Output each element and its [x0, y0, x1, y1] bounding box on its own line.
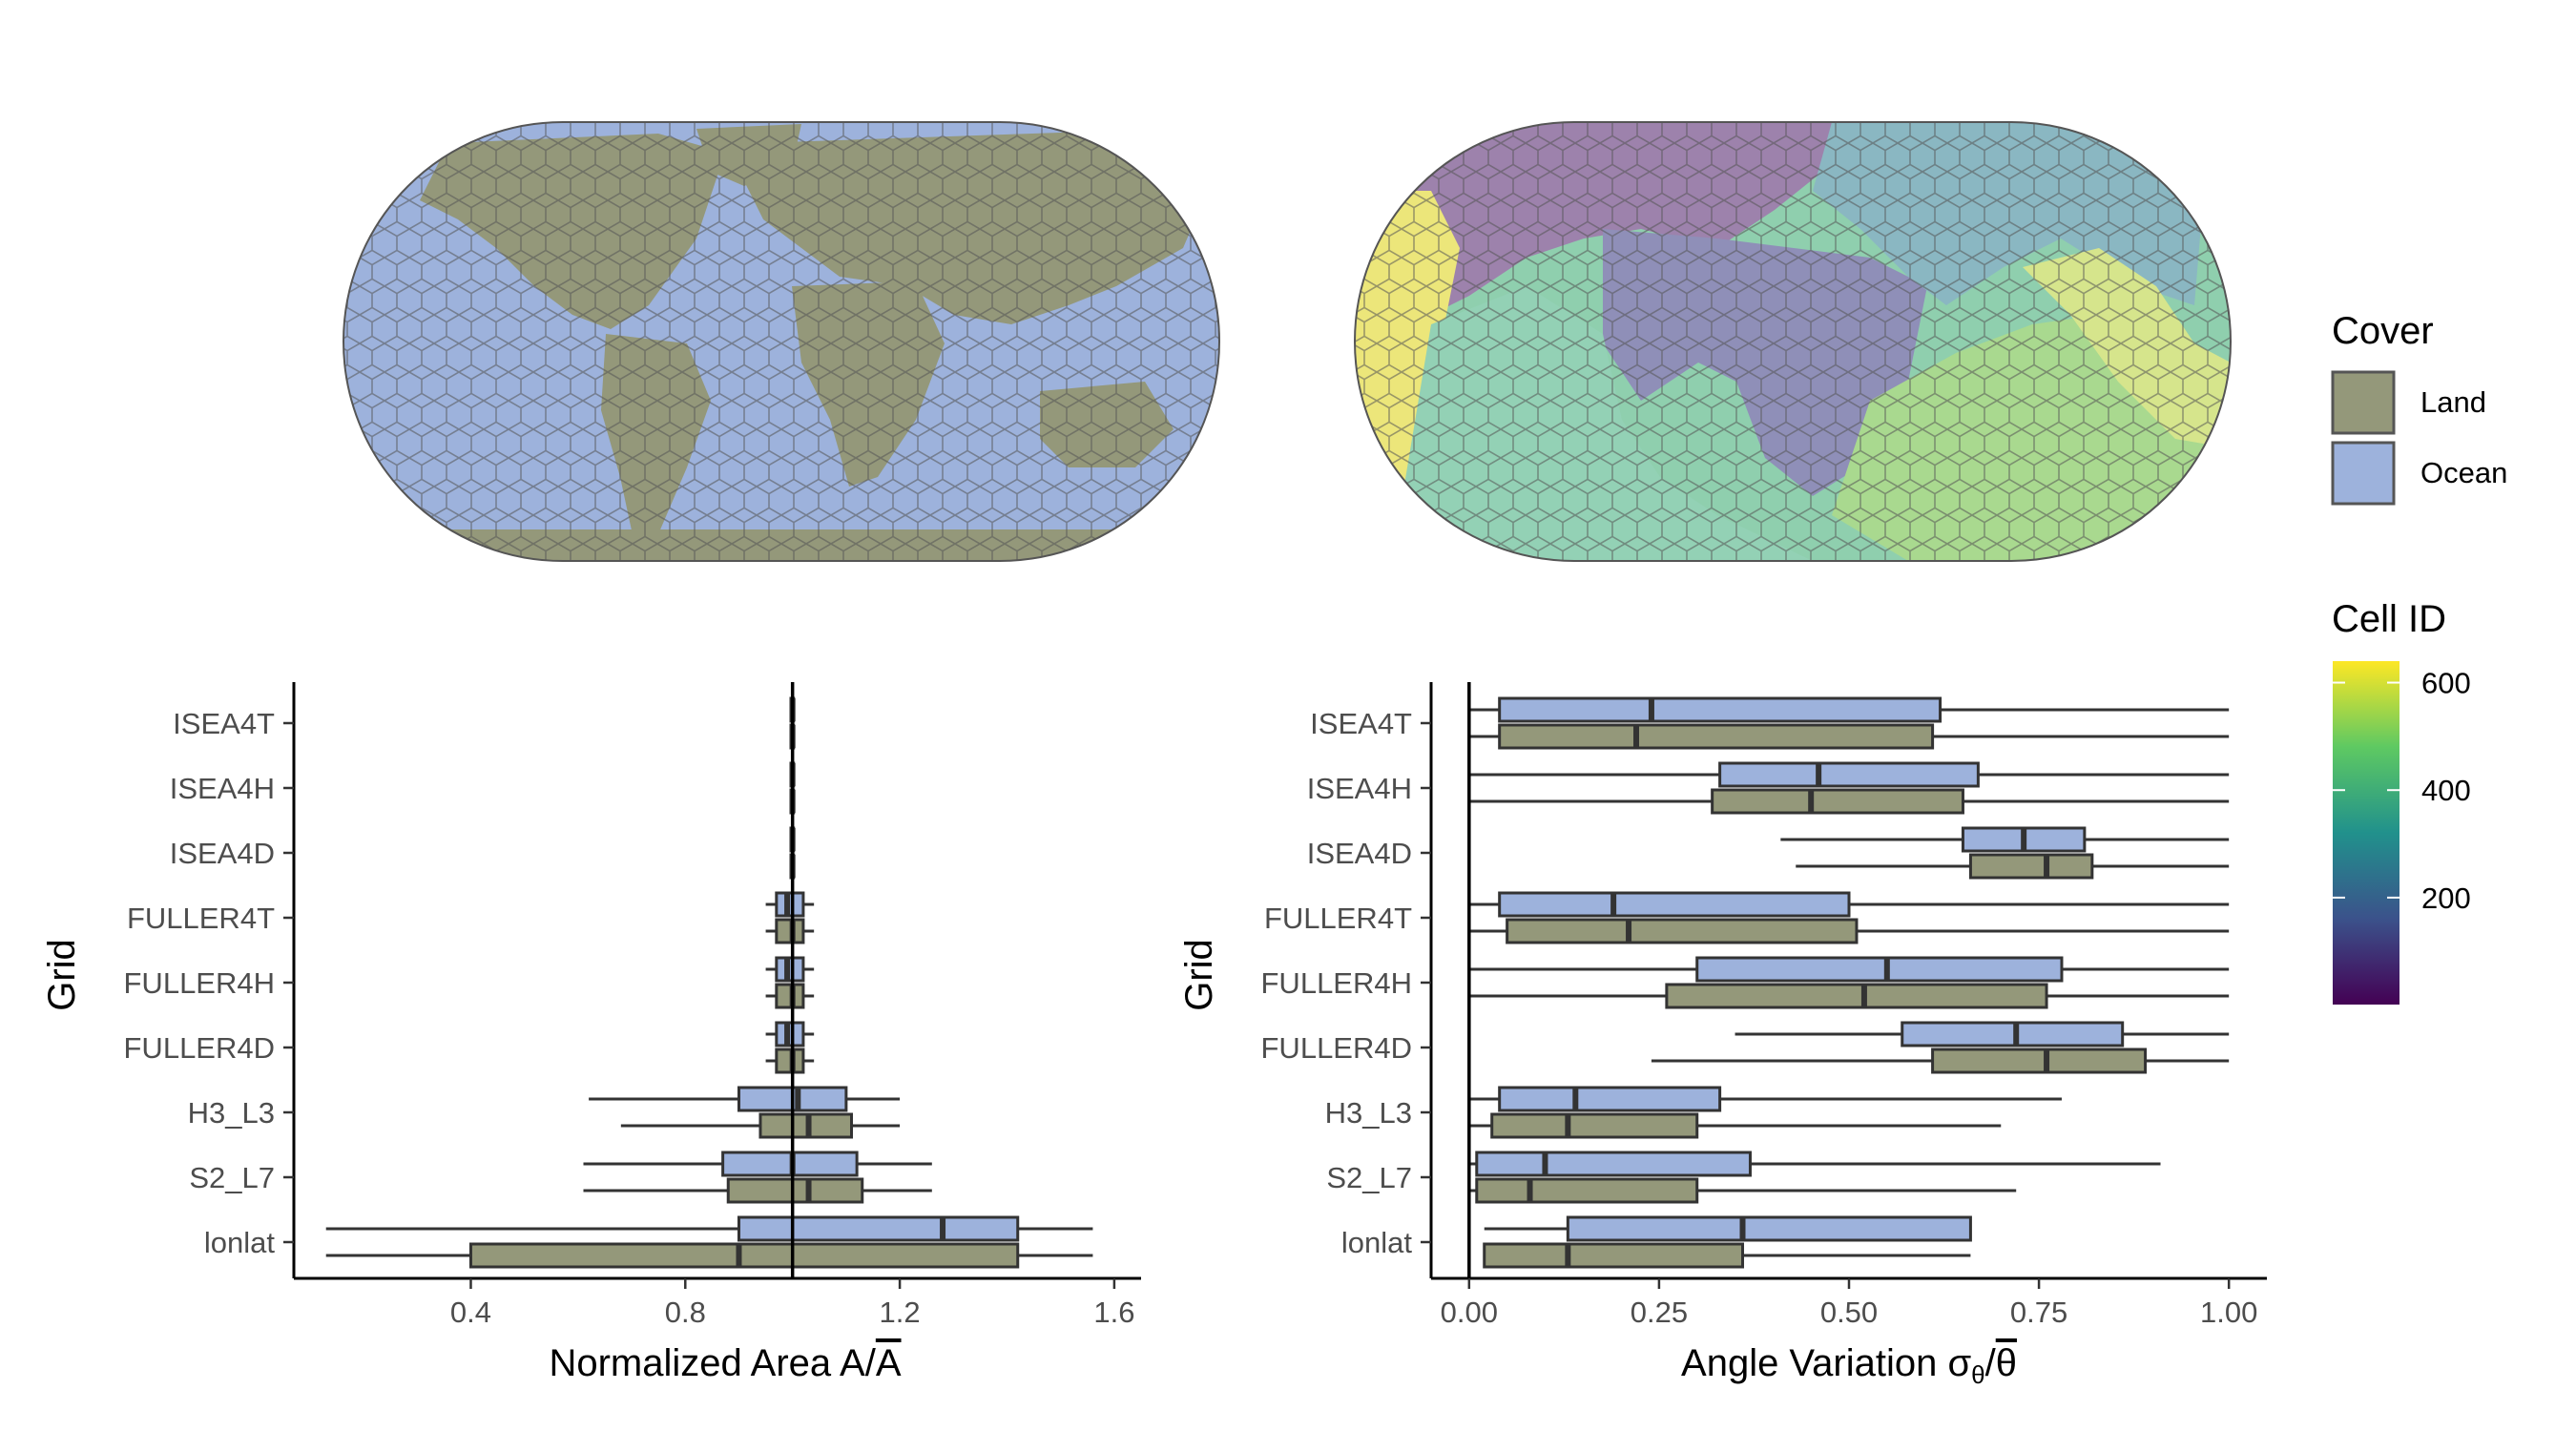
angle-box-ocean [1498, 1086, 1722, 1112]
area-y-tick-label: ISEA4T [173, 707, 275, 740]
legend-cellid: Cell ID 200 400 600 [2332, 598, 2471, 1005]
angle-box-land [1931, 1047, 2148, 1074]
angle-y-axis-title: Grid [1178, 939, 1220, 1011]
area-y-tick-label: H3_L3 [188, 1096, 275, 1130]
angle-x-tick-label: 1.00 [2200, 1296, 2257, 1329]
angle-y-tick-label: ISEA4D [1307, 837, 1412, 870]
area-y-tick-label: ISEA4H [170, 772, 275, 805]
legend-label-ocean: Ocean [2420, 456, 2507, 489]
angle-box-land [1711, 788, 1964, 815]
area-y-axis-title: Grid [41, 939, 83, 1011]
angle-x-axis-title-main: Angle Variation σ [1681, 1342, 1971, 1384]
angle-box-land [1483, 1242, 1745, 1269]
area-x-tick-label: 0.8 [665, 1296, 706, 1329]
angle-box-ocean [1498, 696, 1942, 723]
angle-y-tick-label: ISEA4H [1307, 772, 1412, 805]
angle-y-tick-label: FULLER4T [1264, 902, 1412, 935]
area-y-tick-label: S2_L7 [189, 1161, 275, 1194]
area-box-land [468, 1242, 1020, 1269]
area-box-ocean [737, 1215, 1020, 1242]
area-boxplot: Grid 0.4 0.8 1.2 1.6 ISEA4T ISEA4H ISEA4D FULLE… [41, 682, 1141, 1384]
angle-marks: 0.00 0.25 0.50 0.75 1.00 ISEA4T ISEA4H ISEA4D FU… [1261, 682, 2267, 1329]
area-x-tick-label: 1.6 [1093, 1296, 1134, 1329]
area-box-land [726, 1177, 864, 1204]
hex-grid-overlay [343, 122, 1219, 561]
colorbar-ticks: 200 400 600 [2333, 667, 2471, 915]
legend-cover-title: Cover [2332, 310, 2434, 352]
cellid-map-outline [1354, 121, 2232, 562]
angle-y-tick-label: ISEA4T [1310, 707, 1412, 740]
angle-y-tick-label: S2_L7 [1326, 1161, 1412, 1194]
area-marks: 0.4 0.8 1.2 1.6 ISEA4T ISEA4H ISEA4D FULLER4T FU… [124, 682, 1141, 1329]
angle-box-ocean [1695, 956, 2064, 983]
angle-x-axis-title-bar: θ [1996, 1342, 2017, 1384]
angle-box-ocean [1498, 891, 1851, 918]
area-y-tick-label: ISEA4D [170, 837, 275, 870]
cover-map [343, 121, 1220, 562]
angle-box-ocean [1901, 1021, 2125, 1047]
angle-y-tick-label: lonlat [1341, 1226, 1412, 1259]
angle-box-land [1968, 853, 2094, 880]
area-y-tick-label: FULLER4T [127, 902, 275, 935]
angle-box-ocean [1475, 1151, 1752, 1177]
area-x-axis-title: Normalized Area A/A [549, 1342, 901, 1384]
legend-cellid-title: Cell ID [2332, 598, 2446, 640]
angle-box-land [1665, 983, 2048, 1009]
angle-box-land [1475, 1177, 1699, 1204]
area-y-tick-label: FULLER4D [124, 1031, 276, 1065]
angle-x-tick-label: 0.00 [1441, 1296, 1498, 1329]
legend-swatch-land [2331, 370, 2396, 435]
angle-y-tick-label: FULLER4D [1261, 1031, 1413, 1065]
area-x-axis-title-bar: A [876, 1342, 902, 1384]
angle-x-axis-title-sub: θ [1971, 1360, 1984, 1389]
angle-x-axis-title: Angle Variation σθ/θ [1681, 1342, 2017, 1389]
cellid-map [1354, 121, 2232, 562]
angle-box-land [1490, 1112, 1699, 1139]
angle-x-tick-label: 0.25 [1631, 1296, 1688, 1329]
area-x-axis-title-main: Normalized Area A/ [549, 1342, 876, 1384]
angle-x-axis-title-mid: / [1985, 1342, 1997, 1384]
angle-boxplot: Grid 0.00 0.25 0.50 0.75 1.00 ISEA4T ISEA4H ISE… [1178, 682, 2267, 1389]
cellid-hex-grid-overlay [1355, 122, 2231, 561]
map-outline [343, 121, 1220, 562]
colorbar-tick-label: 600 [2421, 667, 2471, 700]
angle-box-ocean [1718, 761, 1980, 788]
area-y-tick-label: FULLER4H [124, 966, 276, 1000]
colorbar-tick-label: 400 [2421, 774, 2471, 807]
legend-cover: Cover Land Ocean [2331, 310, 2507, 506]
angle-y-tick-label: FULLER4H [1261, 966, 1413, 1000]
colorbar-tick-label: 200 [2421, 881, 2471, 915]
angle-x-tick-label: 0.50 [1820, 1296, 1878, 1329]
colorbar [2333, 661, 2399, 1005]
angle-y-tick-label: H3_L3 [1325, 1096, 1412, 1130]
legend-label-land: Land [2420, 385, 2486, 419]
area-x-tick-label: 0.4 [450, 1296, 491, 1329]
angle-box-land [1506, 918, 1859, 944]
angle-box-ocean [1566, 1215, 1972, 1242]
legend-swatch-ocean [2331, 441, 2396, 506]
area-y-tick-label: lonlat [204, 1226, 275, 1259]
angle-x-tick-label: 0.75 [2010, 1296, 2067, 1329]
area-x-tick-label: 1.2 [880, 1296, 921, 1329]
angle-box-land [1498, 723, 1935, 750]
